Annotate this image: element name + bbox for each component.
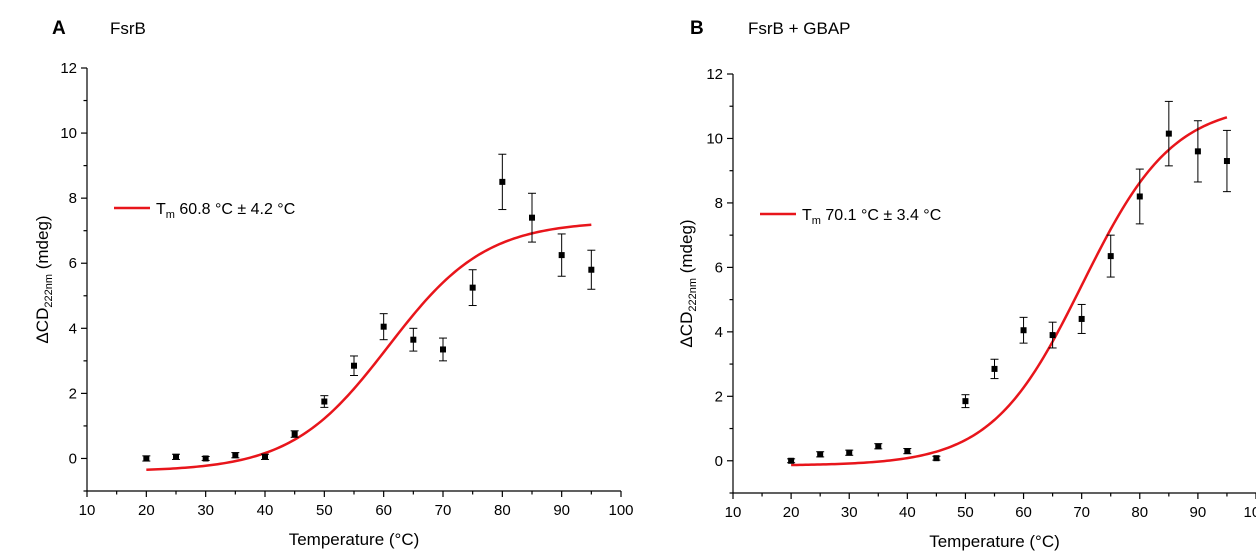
data-point [788, 457, 795, 464]
data-point [558, 252, 565, 259]
data-point [1107, 253, 1114, 260]
x-axis-title: Temperature (°C) [929, 532, 1060, 551]
x-tick-label: 70 [435, 502, 452, 519]
y-axis-title-main: ΔCD [677, 312, 696, 348]
data-point [143, 455, 150, 462]
x-tick-label: 50 [957, 504, 974, 521]
panel-a: A FsrB 10 20 30 40 50 60 70 80 90 100 0 2 4 6 8 10 12 Tempe… [33, 18, 634, 549]
panel-b: B FsrB + GBAP 10 20 30 40 50 60 70 80 90 100 0 2 4 6 8 10… [677, 18, 1256, 551]
x-tick-label: 10 [79, 502, 96, 519]
y-tick-label: 6 [715, 259, 723, 276]
y-tick-label: 4 [715, 324, 723, 341]
x-tick-label: 30 [841, 504, 858, 521]
x-tick-label: 90 [1190, 504, 1207, 521]
x-tick-label: 100 [608, 502, 633, 519]
y-tick-label: 6 [69, 255, 77, 272]
data-point [1020, 327, 1027, 334]
data-point [410, 336, 417, 343]
data-point [262, 453, 268, 460]
y-tick-label: 8 [69, 190, 77, 207]
x-tick-label: 70 [1073, 504, 1090, 521]
y-axis-title-unit: (mdeg) [677, 219, 696, 278]
y-tick-label: 10 [60, 125, 77, 142]
y-axis-title: ΔCD222nm (mdeg) [33, 215, 55, 343]
data-point [1165, 130, 1172, 137]
fit-curve [146, 223, 592, 472]
x-tick-label: 100 [1243, 504, 1256, 521]
panel-label: B [690, 18, 704, 39]
legend-label-main: T [802, 207, 812, 224]
data-point [1136, 193, 1143, 200]
y-tick-label: 10 [706, 130, 723, 147]
panel-label: A [52, 18, 66, 39]
legend-label: Tm 70.1 °C ± 3.4 °C [802, 207, 941, 227]
data-point [291, 431, 298, 438]
y-tick-label: 0 [69, 450, 77, 467]
data-point [817, 451, 824, 458]
x-axis-title: Temperature (°C) [289, 530, 420, 549]
y-tick-label: 12 [60, 60, 77, 77]
data-point [232, 452, 239, 459]
data-point [1078, 315, 1085, 322]
y-tick-label: 4 [69, 320, 77, 337]
data-point [499, 178, 506, 185]
y-tick-label: 2 [715, 388, 723, 405]
legend-label-subscript: m [166, 209, 175, 221]
x-tick-label: 40 [899, 504, 916, 521]
data-point [875, 443, 882, 450]
y-tick-label: 12 [706, 66, 723, 83]
data-point [173, 453, 179, 460]
legend-label-value: 70.1 °C ± 3.4 °C [821, 207, 941, 224]
x-tick-label: 60 [1015, 504, 1032, 521]
x-tick-label: 40 [257, 502, 274, 519]
data-point [904, 448, 911, 455]
x-tick-label: 50 [316, 502, 333, 519]
x-tick-label: 10 [725, 504, 742, 521]
data-point [1049, 332, 1056, 339]
data-point [962, 398, 969, 405]
data-point [321, 398, 328, 405]
data-point [1194, 148, 1201, 155]
x-tick-label: 60 [375, 502, 392, 519]
x-tick-label: 80 [494, 502, 511, 519]
y-axis-title-unit: (mdeg) [33, 215, 52, 274]
x-tick-label: 80 [1131, 504, 1148, 521]
data-point [202, 455, 209, 462]
y-axis-title-subscript: 222nm [43, 274, 55, 308]
legend-label: Tm 60.8 °C ± 4.2 °C [156, 201, 295, 221]
x-tick-label: 20 [138, 502, 155, 519]
data-point [846, 449, 853, 456]
y-tick-label: 2 [69, 385, 77, 402]
data-point [1223, 158, 1230, 165]
x-tick-label: 90 [553, 502, 570, 519]
y-axis-title-subscript: 222nm [687, 278, 699, 312]
data-point [440, 346, 446, 353]
data-point [529, 214, 535, 221]
data-point [351, 362, 357, 369]
data-point [588, 266, 595, 273]
legend-label-subscript: m [812, 215, 821, 227]
data-point [380, 323, 387, 330]
y-tick-label: 8 [715, 195, 723, 212]
panel-title: FsrB + GBAP [748, 19, 851, 38]
y-axis-title-main: ΔCD [33, 308, 52, 344]
data-point [469, 284, 476, 291]
y-tick-label: 0 [715, 453, 723, 470]
panel-title: FsrB [110, 19, 146, 38]
fit-curve [791, 116, 1228, 467]
legend-label-main: T [156, 201, 166, 218]
legend-label-value: 60.8 °C ± 4.2 °C [175, 201, 295, 218]
x-tick-label: 20 [783, 504, 800, 521]
data-point [933, 455, 940, 462]
data-point [991, 365, 998, 372]
x-tick-label: 30 [197, 502, 214, 519]
y-axis-title: ΔCD222nm (mdeg) [677, 219, 699, 347]
